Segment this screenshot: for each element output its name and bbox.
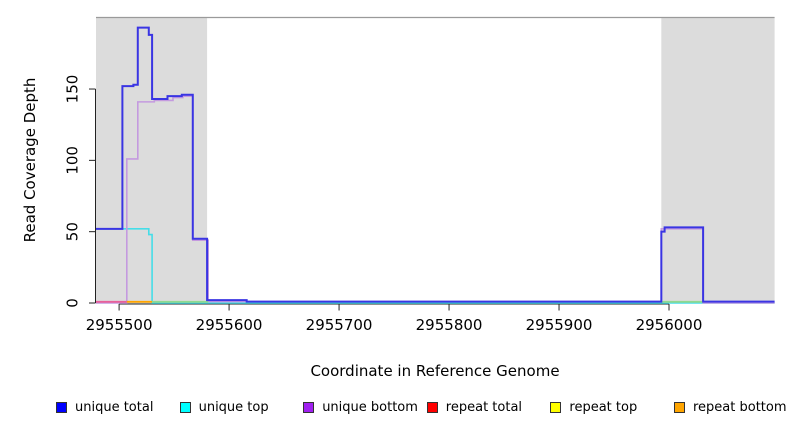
legend-swatch-icon: [179, 401, 191, 413]
y-tick-label: 100: [64, 146, 82, 175]
legend-label: repeat top: [569, 399, 638, 415]
x-tick-label: 2956000: [636, 316, 703, 334]
legend-swatch-icon: [674, 401, 685, 413]
legend-label: unique top: [198, 399, 269, 415]
legend-swatch-icon: [303, 401, 315, 413]
legend-label: unique bottom: [322, 399, 418, 415]
legend-item-unique-total: unique total: [56, 398, 153, 416]
x-tick-label: 2955600: [196, 316, 263, 334]
y-tick-label: 150: [64, 75, 82, 104]
legend-item-repeat-bottom: repeat bottom: [674, 398, 787, 416]
legend-swatch-icon: [56, 401, 67, 413]
series-line-unique-top: [96, 228, 775, 304]
legend-label: repeat bottom: [693, 399, 787, 415]
x-tick-label: 2955900: [526, 316, 593, 334]
legend-label: unique total: [75, 399, 154, 415]
legend-item-unique-bottom: unique bottom: [303, 398, 418, 416]
x-axis-title: Coordinate in Reference Genome: [310, 362, 560, 380]
legend-swatch-icon: [550, 401, 562, 413]
legend-item-repeat-top: repeat top: [550, 398, 637, 416]
legend: unique total unique top unique bottom repea…: [0, 398, 792, 418]
legend-label: repeat total: [445, 399, 523, 415]
legend-item-unique-top: unique top: [179, 398, 269, 416]
legend-item-repeat-total: repeat total: [426, 398, 523, 416]
x-tick-label: 2955800: [416, 316, 483, 334]
y-tick-label: 0: [64, 298, 82, 308]
series-line-unique-total: [96, 26, 775, 303]
legend-swatch-icon: [426, 401, 438, 413]
highlight-region: [661, 17, 775, 304]
y-tick-label: 50: [64, 222, 82, 241]
x-tick-label: 2955700: [306, 316, 373, 334]
x-tick-label: 2955500: [86, 316, 153, 334]
y-axis-title: Read Coverage Depth: [21, 77, 39, 243]
